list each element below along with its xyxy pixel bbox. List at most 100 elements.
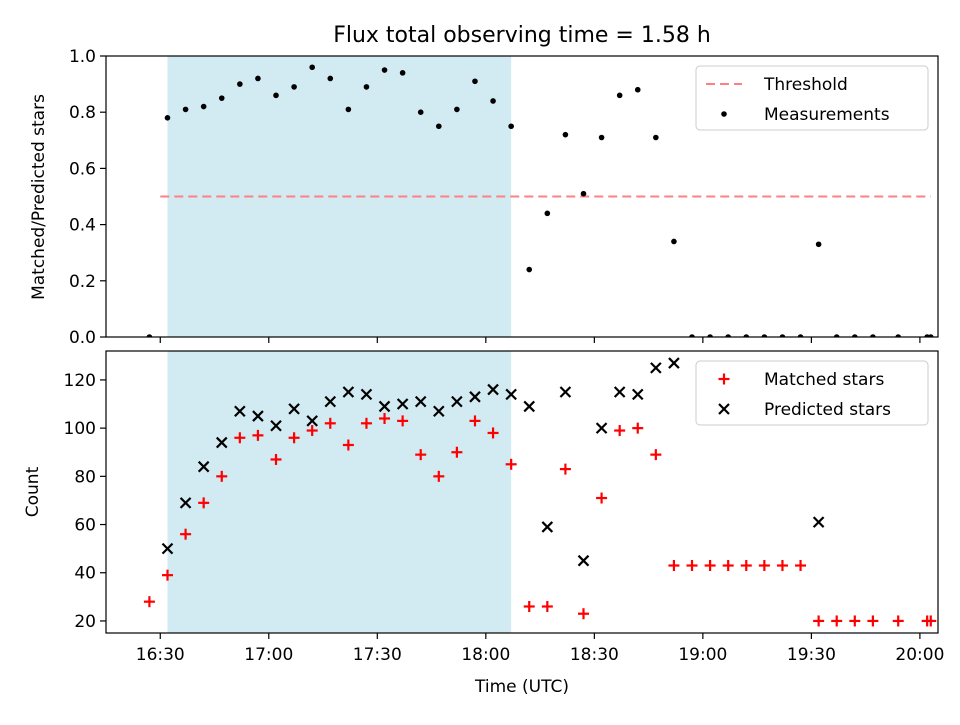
y-tick-label: 0.2 xyxy=(69,272,96,292)
measurement-point xyxy=(653,134,659,141)
matched-star-point xyxy=(487,427,499,439)
measurement-point xyxy=(761,334,768,337)
measurement-point xyxy=(237,81,243,87)
x-tick-label: 16:30 xyxy=(136,645,185,665)
predicted-star-point xyxy=(523,400,536,413)
matched-star-point xyxy=(559,463,571,475)
matched-star-point xyxy=(849,615,861,627)
plot-area xyxy=(143,357,937,627)
predicted-star-point xyxy=(559,386,572,398)
matched-star-point xyxy=(686,560,698,572)
measurement-point xyxy=(508,123,514,130)
legend-predicted-handle xyxy=(718,403,730,415)
measurement-point xyxy=(182,106,189,113)
matched-star-point xyxy=(324,417,336,429)
matched-star-point xyxy=(541,600,553,612)
axes-frame xyxy=(105,55,939,338)
matched-star-point xyxy=(397,415,409,427)
matched-star-point xyxy=(740,560,752,572)
matched-star-point xyxy=(577,608,589,620)
y-tick-label: 100 xyxy=(64,419,96,439)
matched-star-point xyxy=(813,615,825,627)
predicted-star-point xyxy=(378,400,391,413)
measurement-point xyxy=(544,210,551,217)
predicted-star-point xyxy=(595,422,608,434)
observing-window-span xyxy=(167,351,512,633)
measurement-point xyxy=(870,334,876,337)
y-tick-label: 60 xyxy=(74,516,96,536)
x-tick-label: 19:00 xyxy=(678,645,727,665)
x-tick-label: 17:30 xyxy=(353,645,402,665)
predicted-star-point xyxy=(577,554,590,567)
measurement-point xyxy=(399,70,406,76)
predicted-star-point xyxy=(613,386,626,398)
matched-star-point xyxy=(161,569,173,581)
matched-star-point xyxy=(306,425,318,437)
bottom-y-axis-label: Count xyxy=(23,466,43,517)
matched-star-point xyxy=(632,422,644,434)
legend-label: Matched stars xyxy=(764,370,884,390)
y-tick-label: 1.0 xyxy=(69,47,96,67)
matched-star-point xyxy=(795,560,807,572)
measurement-point xyxy=(526,266,533,273)
measurement-point xyxy=(417,109,424,115)
matched-star-point xyxy=(252,429,264,441)
measurement-point xyxy=(436,123,442,130)
matched-star-point xyxy=(523,600,535,612)
matched-star-point xyxy=(415,449,427,461)
matched-star-point xyxy=(614,425,626,437)
top-panel: 0.0 0.2 0.4 0.6 0.8 1.0 Threshold Measurements xyxy=(69,47,939,348)
y-tick-label: 20 xyxy=(74,612,96,632)
predicted-star-point xyxy=(270,419,282,432)
x-tick-label: 17:00 xyxy=(244,645,293,665)
matched-star-point xyxy=(925,615,937,627)
measurement-point xyxy=(218,95,225,101)
measurement-point xyxy=(852,334,858,337)
matched-star-point xyxy=(288,432,300,444)
matched-star-point xyxy=(451,446,463,458)
measurement-point xyxy=(164,115,171,121)
plot-area xyxy=(146,64,934,337)
matched-star-point xyxy=(722,560,734,572)
matched-star-point xyxy=(704,560,716,572)
measurement-point xyxy=(815,241,822,248)
predicted-star-point xyxy=(668,357,680,369)
measurement-point xyxy=(309,64,315,71)
measurement-point xyxy=(345,106,352,113)
matched-star-point xyxy=(143,596,155,608)
matched-star-point xyxy=(360,417,372,429)
measurement-point xyxy=(490,98,496,104)
matched-star-point xyxy=(831,615,843,627)
y-tick-label: 40 xyxy=(74,564,96,584)
measurement-point xyxy=(291,84,297,90)
predicted-star-point xyxy=(215,436,228,449)
predicted-star-point xyxy=(631,388,644,401)
matched-star-point xyxy=(198,497,210,509)
y-tick-label: 120 xyxy=(64,371,96,391)
matched-star-point xyxy=(234,432,246,444)
matched-star-point xyxy=(216,470,228,482)
measurement-point xyxy=(779,334,786,337)
measurement-point xyxy=(255,75,261,82)
matched-star-point xyxy=(758,560,770,572)
y-tick-label: 0.8 xyxy=(69,103,96,123)
matched-star-point xyxy=(379,412,391,424)
figure-title: Flux total observing time = 1.58 h xyxy=(333,23,711,48)
measurement-point xyxy=(743,334,750,337)
measurement-point xyxy=(707,334,713,337)
predicted-star-point xyxy=(252,410,264,422)
measurement-point xyxy=(616,92,623,99)
predicted-star-point xyxy=(324,395,337,408)
bottom-panel: 16:30 17:00 17:30 18:00 18:30 19:00 19:30 20:00… xyxy=(64,350,944,665)
predicted-star-point xyxy=(179,497,192,509)
measurement-point xyxy=(598,134,605,141)
matched-star-point xyxy=(867,615,879,627)
measurement-point xyxy=(146,334,153,337)
x-tick-label: 19:30 xyxy=(787,645,836,665)
predicted-star-point xyxy=(161,542,174,555)
matched-star-point xyxy=(180,528,192,540)
measurement-point xyxy=(454,106,460,113)
top-y-axis-label: Matched/Predicted stars xyxy=(29,94,49,300)
predicted-star-point xyxy=(505,388,517,401)
